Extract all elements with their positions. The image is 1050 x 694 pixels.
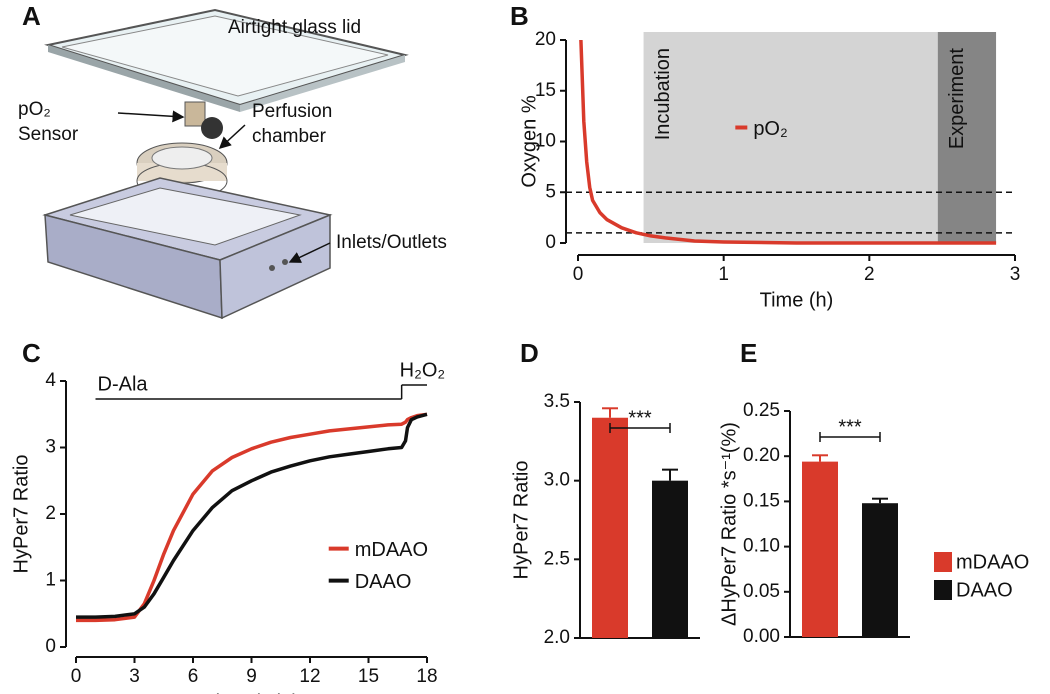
x-tick-label: 0 [573, 264, 584, 285]
x-tick-label: 2 [864, 264, 875, 285]
series-line [76, 412, 428, 619]
annotation: Airtight glass lid [228, 17, 361, 38]
y-tick-label: 2.5 [544, 548, 570, 569]
stimulus-label: H₂O₂ [400, 359, 446, 381]
series-line [76, 412, 428, 623]
annotation: Sensor [18, 124, 79, 145]
panel-label: C [22, 338, 41, 368]
y-tick-label: 10 [535, 131, 556, 152]
significance-label: *** [838, 416, 862, 438]
legend-label: DAAO [355, 571, 412, 593]
y-tick-label: 20 [535, 29, 556, 50]
annotation: Inlets/Outlets [336, 232, 447, 253]
y-tick-label: 3.5 [544, 391, 570, 412]
y-tick-label: 4 [45, 370, 56, 391]
y-tick-label: 0.20 [743, 445, 780, 466]
y-tick-label: 2 [45, 503, 56, 524]
legend-label: pO₂ [753, 118, 787, 140]
annotation: Perfusion [252, 101, 332, 122]
panel-label: D [520, 338, 539, 368]
y-tick-label: 3.0 [544, 470, 570, 491]
panel-label: E [740, 338, 757, 368]
annotation: chamber [252, 126, 327, 147]
x-tick-label: 9 [246, 666, 257, 687]
y-tick-label: 0 [45, 636, 56, 657]
legend-label: mDAAO [355, 539, 428, 561]
legend-label: DAAO [956, 579, 1013, 601]
y-tick-label: 15 [535, 80, 556, 101]
apparatus-illustration [42, 8, 409, 320]
x-tick-label: 12 [299, 666, 320, 687]
y-tick-label: 0.15 [743, 490, 780, 511]
y-axis-label: HyPer7 Ratio [10, 455, 32, 574]
region-label: Incubation [652, 48, 674, 140]
x-tick-label: 15 [358, 666, 379, 687]
y-tick-label: 1 [45, 570, 56, 591]
x-tick-label: 3 [129, 666, 140, 687]
region-label: Experiment [946, 48, 968, 150]
y-axis-label: HyPer7 Ratio [510, 461, 532, 580]
significance-label: *** [628, 407, 652, 429]
shaded-region [937, 32, 997, 243]
legend-swatch [934, 580, 952, 600]
bar [592, 417, 628, 638]
panel-label: B [510, 1, 529, 31]
shaded-region [643, 32, 938, 243]
y-tick-label: 5 [545, 181, 556, 202]
legend-label: mDAAO [956, 551, 1029, 573]
x-tick-label: 1 [718, 264, 729, 285]
bar [652, 480, 688, 638]
y-tick-label: 0.25 [743, 400, 780, 421]
bar [802, 461, 838, 637]
y-tick-label: 2.0 [544, 627, 570, 648]
x-axis-label: Time (h) [760, 289, 834, 311]
y-tick-label: 0.05 [743, 581, 780, 602]
series-line [579, 39, 997, 245]
legend-swatch [934, 552, 952, 572]
y-axis-label: Oxygen % [518, 95, 540, 187]
x-tick-label: 6 [188, 666, 199, 687]
y-axis-label: ΔHyPer7 Ratio *s⁻¹(%) [718, 422, 740, 626]
stimulus-label: D-Ala [98, 373, 149, 395]
x-tick-label: 3 [1010, 264, 1021, 285]
bar [862, 503, 898, 637]
y-tick-label: 0.10 [743, 536, 780, 557]
x-axis-label: Time (min) [204, 691, 299, 694]
y-tick-label: 0 [545, 232, 556, 253]
y-tick-label: 3 [45, 437, 56, 458]
annotation: pO₂ [18, 99, 51, 120]
x-tick-label: 18 [416, 666, 437, 687]
x-tick-label: 0 [71, 666, 82, 687]
y-tick-label: 0.00 [743, 626, 780, 647]
panel-label: A [22, 1, 41, 31]
